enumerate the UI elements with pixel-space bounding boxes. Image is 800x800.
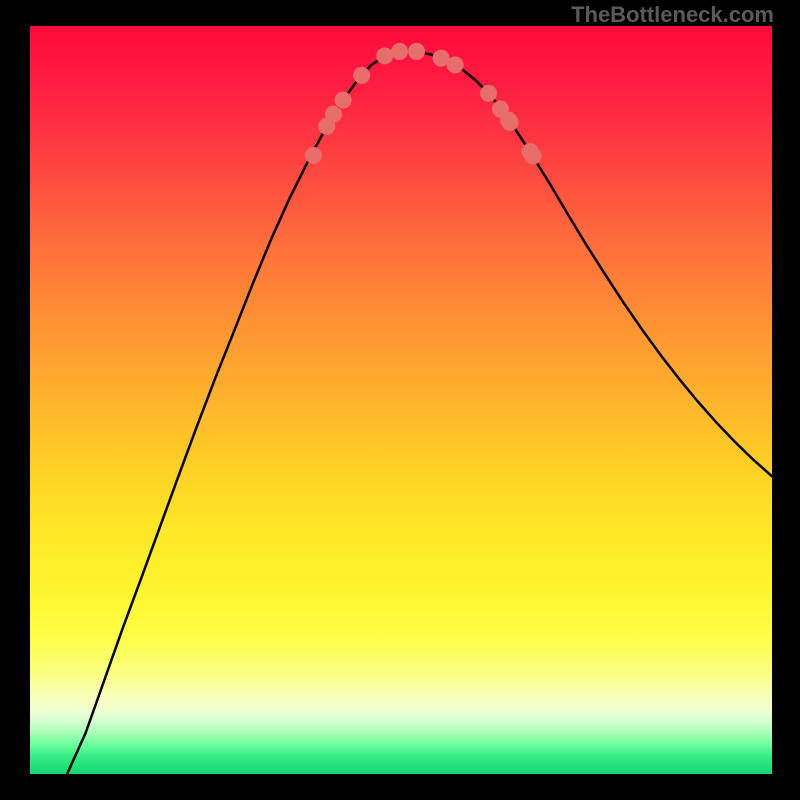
data-marker bbox=[481, 85, 497, 101]
data-marker bbox=[447, 57, 463, 73]
data-marker bbox=[377, 48, 393, 64]
data-marker bbox=[335, 92, 351, 108]
data-marker bbox=[305, 147, 321, 163]
data-marker bbox=[502, 114, 518, 130]
plot-area bbox=[30, 26, 772, 774]
data-marker bbox=[325, 106, 341, 122]
markers-layer bbox=[30, 26, 772, 774]
watermark-text: TheBottleneck.com bbox=[571, 2, 774, 28]
data-marker bbox=[433, 50, 449, 66]
data-marker bbox=[525, 148, 541, 164]
data-marker bbox=[392, 43, 408, 59]
data-marker bbox=[354, 67, 370, 83]
data-marker bbox=[409, 43, 425, 59]
